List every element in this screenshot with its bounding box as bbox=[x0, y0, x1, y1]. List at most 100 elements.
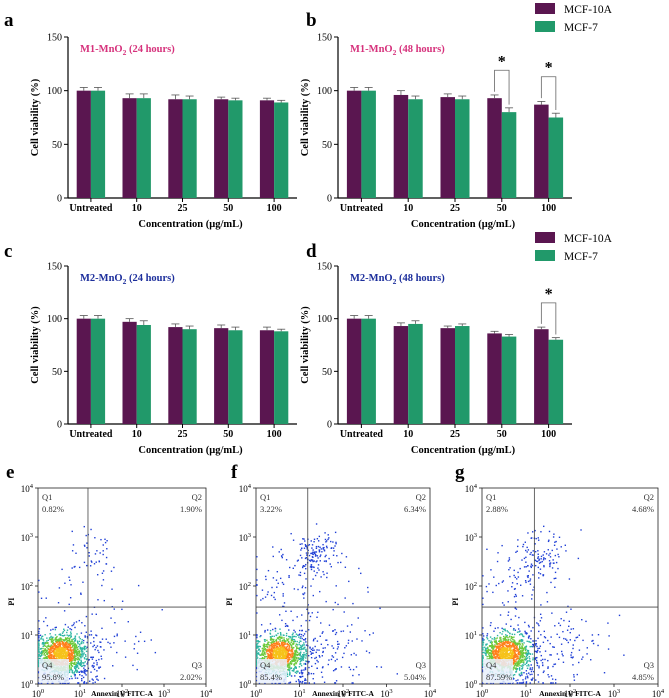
event-dot bbox=[502, 656, 505, 659]
event-dot bbox=[81, 671, 84, 673]
event-dot bbox=[83, 667, 85, 669]
event-dot bbox=[494, 650, 496, 652]
quadrant-id: Q3 bbox=[644, 660, 654, 670]
event-dot bbox=[543, 630, 545, 633]
event-dot bbox=[296, 634, 299, 636]
event-dot bbox=[503, 629, 506, 631]
tick-base: 10 bbox=[424, 689, 434, 698]
event-dot bbox=[535, 650, 538, 653]
bar-mcf7-Untreated bbox=[90, 318, 106, 424]
event-dot bbox=[51, 654, 53, 656]
bar-mcf10a-10 bbox=[122, 321, 137, 424]
event-dot bbox=[296, 651, 299, 654]
event-dot bbox=[544, 650, 547, 652]
event-dot bbox=[542, 574, 544, 576]
event-dot bbox=[79, 648, 82, 650]
event-dot bbox=[45, 645, 47, 648]
event-dot bbox=[301, 543, 303, 545]
event-dot bbox=[558, 636, 561, 639]
event-dot bbox=[68, 603, 70, 606]
event-dot bbox=[52, 649, 54, 652]
x-tick-label: 100 bbox=[541, 203, 556, 214]
event-dot bbox=[543, 525, 545, 528]
event-dot bbox=[305, 649, 307, 651]
bar-mcf10a-Untreated bbox=[346, 90, 362, 198]
event-dot bbox=[486, 635, 488, 637]
bar-mcf10a-100 bbox=[259, 330, 275, 424]
event-dot bbox=[491, 638, 493, 640]
event-dot bbox=[509, 575, 511, 578]
event-dot bbox=[534, 643, 536, 645]
event-dot bbox=[527, 575, 529, 577]
event-dot bbox=[272, 656, 275, 659]
event-dot bbox=[74, 645, 77, 647]
event-dot bbox=[67, 626, 69, 628]
event-dot bbox=[270, 637, 272, 639]
event-dot bbox=[282, 647, 285, 649]
event-dot bbox=[294, 631, 296, 633]
event-dot bbox=[315, 561, 317, 563]
event-dot bbox=[270, 643, 273, 646]
event-dot bbox=[535, 640, 537, 642]
y-tick-label: 103 bbox=[21, 532, 33, 543]
event-dot bbox=[303, 647, 305, 649]
event-dot bbox=[63, 610, 66, 612]
bar-mcf7-25 bbox=[455, 326, 470, 424]
event-dot bbox=[270, 644, 272, 647]
event-dot bbox=[510, 640, 513, 643]
event-dot bbox=[503, 650, 506, 652]
event-dot bbox=[44, 656, 46, 659]
event-dot bbox=[105, 563, 107, 565]
event-dot bbox=[276, 644, 278, 646]
event-dot bbox=[96, 645, 99, 647]
event-dot bbox=[499, 648, 501, 650]
event-dot bbox=[502, 628, 505, 630]
event-dot bbox=[527, 532, 529, 534]
event-dot bbox=[264, 645, 266, 648]
event-dot bbox=[283, 602, 286, 604]
event-dot bbox=[79, 644, 81, 646]
event-dot bbox=[526, 640, 528, 643]
event-dot bbox=[297, 653, 299, 656]
event-dot bbox=[83, 647, 85, 649]
event-dot bbox=[515, 608, 518, 610]
event-dot bbox=[490, 649, 492, 652]
event-dot bbox=[67, 682, 69, 684]
event-dot bbox=[73, 645, 76, 648]
event-dot bbox=[331, 655, 333, 657]
event-dot bbox=[294, 671, 297, 674]
event-dot bbox=[285, 559, 288, 561]
event-dot bbox=[50, 629, 52, 631]
event-dot bbox=[548, 560, 551, 562]
event-dot bbox=[272, 655, 274, 657]
title-formula: M1-MnO bbox=[350, 44, 393, 55]
event-dot bbox=[537, 553, 539, 555]
event-dot bbox=[368, 634, 371, 636]
event-dot bbox=[83, 652, 85, 654]
event-dot bbox=[271, 654, 273, 656]
event-dot bbox=[570, 651, 573, 654]
tick-base: 10 bbox=[239, 582, 249, 592]
event-dot bbox=[316, 616, 318, 618]
event-dot bbox=[303, 654, 305, 656]
event-dot bbox=[367, 586, 369, 589]
event-dot bbox=[542, 664, 544, 666]
event-dot bbox=[597, 644, 599, 647]
event-dot bbox=[311, 559, 314, 561]
event-dot bbox=[514, 629, 517, 631]
event-dot bbox=[318, 569, 320, 571]
event-dot bbox=[493, 636, 496, 639]
event-dot bbox=[287, 657, 289, 659]
event-dot bbox=[529, 660, 532, 663]
event-dot bbox=[537, 623, 539, 625]
event-dot bbox=[56, 655, 59, 658]
event-dot bbox=[292, 642, 294, 644]
event-dot bbox=[516, 642, 519, 644]
event-dot bbox=[513, 673, 516, 676]
event-dot bbox=[520, 682, 523, 684]
event-dot bbox=[69, 658, 72, 661]
event-dot bbox=[551, 678, 554, 680]
event-dot bbox=[49, 633, 51, 635]
event-dot bbox=[482, 666, 484, 669]
event-dot bbox=[71, 649, 73, 652]
